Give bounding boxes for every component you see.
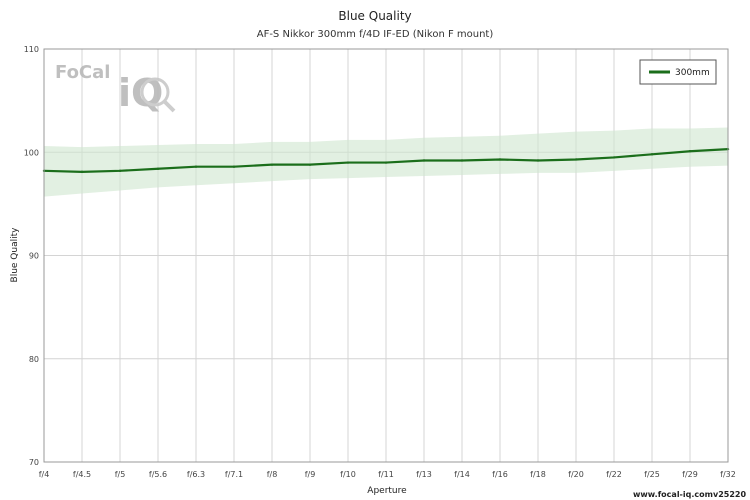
y-tick-label: 100	[24, 148, 39, 157]
x-tick-label: f/32	[720, 470, 736, 479]
focal-iq-logo: FoCal iQ	[55, 62, 176, 115]
x-tick-label: f/5.6	[149, 470, 167, 479]
x-tick-label: f/13	[416, 470, 432, 479]
x-tick-label: f/5	[115, 470, 126, 479]
y-axis-label: Blue Quality	[10, 227, 20, 283]
data-point	[498, 158, 502, 161]
x-tick-label: f/6.3	[187, 470, 205, 479]
data-point	[80, 170, 84, 174]
data-point	[612, 156, 616, 159]
data-point	[460, 159, 464, 162]
data-point	[536, 159, 540, 162]
data-point	[346, 161, 350, 164]
logo-text-focal: FoCal	[55, 62, 110, 83]
x-tick-label: f/7.1	[225, 470, 243, 479]
data-point	[118, 169, 122, 173]
magnifier-handle-icon	[162, 99, 176, 113]
x-tick-label: f/25	[644, 470, 660, 479]
chart-subtitle: AF-S Nikkor 300mm f/4D IF-ED (Nikon F mo…	[257, 29, 494, 40]
footer-site: www.focal-iq.com	[633, 490, 713, 499]
data-point	[308, 163, 312, 166]
data-point	[232, 165, 236, 168]
x-tick-label: f/16	[492, 470, 508, 479]
x-tick-label: f/14	[454, 470, 470, 479]
data-point	[384, 161, 388, 164]
legend-label-300mm: 300mm	[675, 68, 710, 78]
x-tick-label: f/18	[530, 470, 546, 479]
data-point	[688, 150, 692, 153]
x-tick-label: f/10	[340, 470, 356, 479]
series-points	[42, 147, 730, 174]
data-point	[270, 163, 274, 166]
data-point	[422, 159, 426, 162]
data-point	[650, 153, 654, 156]
x-tick-label: f/22	[606, 470, 622, 479]
y-tick-label: 110	[24, 45, 39, 54]
x-axis-label: Aperture	[367, 486, 407, 496]
x-tick-labels: f/4 f/4.5 f/5 f/5.6 f/6.3 f/7.1 f/8 f/9 f/10 f/11…	[39, 470, 736, 479]
y-tick-label: 90	[29, 252, 39, 261]
data-point	[156, 167, 160, 170]
plot-frame	[43, 48, 729, 463]
chart-title: Blue Quality	[338, 9, 411, 23]
magnifier-icon	[140, 77, 170, 107]
y-tick-label: 70	[29, 458, 39, 467]
y-tick-labels: 70 80 90 100 110	[24, 45, 39, 467]
legend: 300mm	[639, 59, 717, 85]
x-tick-label: f/11	[378, 470, 394, 479]
x-tick-label: f/20	[568, 470, 584, 479]
x-tick-label: f/8	[267, 470, 278, 479]
x-tick-label: f/4	[39, 470, 50, 479]
data-point	[574, 158, 578, 161]
x-tick-label: f/4.5	[73, 470, 91, 479]
data-point	[194, 165, 198, 168]
x-tick-label: f/29	[682, 470, 698, 479]
y-tick-label: 80	[29, 355, 39, 364]
x-tick-label: f/9	[305, 470, 316, 479]
footer-version: v25220	[713, 490, 746, 499]
